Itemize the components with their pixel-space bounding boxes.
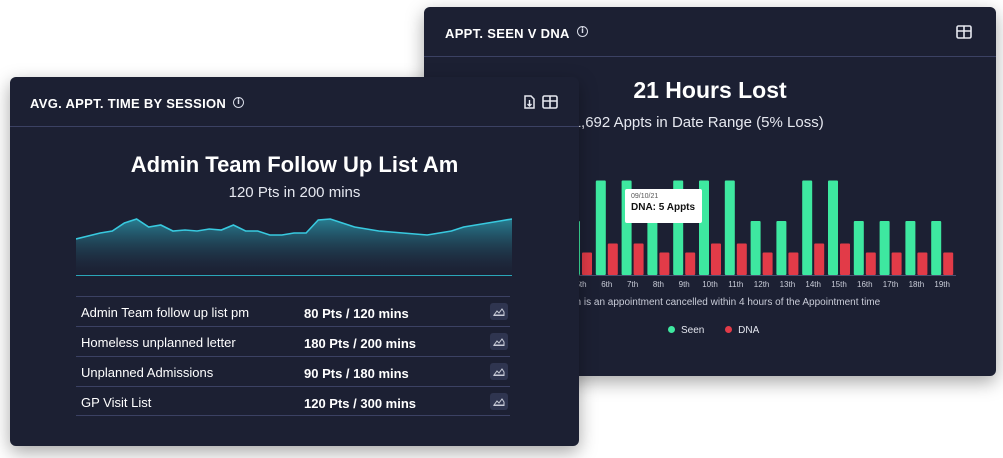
tooltip-date: 09/10/21 xyxy=(631,193,659,200)
x-tick-label: 17th xyxy=(883,280,899,289)
info-icon[interactable]: i xyxy=(577,26,588,37)
appt-time-area-chart xyxy=(76,218,512,276)
bar-dna-14th[interactable] xyxy=(814,243,825,276)
x-tick-label: 6th xyxy=(601,280,612,289)
bar-seen-15th[interactable] xyxy=(828,180,838,276)
bar-seen-8th[interactable] xyxy=(647,221,658,275)
bar-dna-7th[interactable] xyxy=(633,243,644,276)
bar-seen-17th[interactable] xyxy=(879,221,890,275)
legend-swatch-seen xyxy=(668,326,675,333)
bar-seen-12th[interactable] xyxy=(750,221,761,275)
table-icon[interactable] xyxy=(542,95,558,109)
session-list: Admin Team follow up list pm 80 Pts / 12… xyxy=(76,296,510,416)
bar-dna-11th[interactable] xyxy=(736,243,747,276)
session-label: GP Visit List xyxy=(81,395,152,410)
dna-definition-note: on is an appointment cancelled within 4 … xyxy=(570,297,881,308)
x-tick-label: 14th xyxy=(805,280,821,289)
bar-seen-18th[interactable] xyxy=(905,221,916,275)
session-label: Admin Team follow up list pm xyxy=(81,305,250,320)
session-name-headline: Admin Team Follow Up List Am xyxy=(130,152,459,177)
x-tick-label: 11th xyxy=(728,280,743,289)
bar-dna-16th[interactable] xyxy=(865,252,876,276)
appts-summary: 's from 1,692 Appts in Date Range (5% Lo… xyxy=(524,114,824,131)
x-tick-label: 9th xyxy=(679,280,690,289)
x-tick-label: 8th xyxy=(653,280,664,289)
session-summary: 120 Pts in 200 mins xyxy=(228,184,361,201)
legend-swatch-dna xyxy=(725,326,733,333)
session-value: 120 Pts / 300 mins xyxy=(304,396,417,411)
x-tick-label: 12th xyxy=(754,280,770,289)
session-value: 90 Pts / 180 mins xyxy=(304,366,409,381)
session-label: Homeless unplanned letter xyxy=(81,335,236,350)
session-value: 180 Pts / 200 mins xyxy=(304,336,417,351)
x-tick-label: 15th xyxy=(831,280,847,289)
hours-lost-headline: 21 Hours Lost xyxy=(633,77,787,103)
list-item[interactable]: Admin Team follow up list pm 80 Pts / 12… xyxy=(76,296,510,326)
legend-label-dna: DNA xyxy=(738,325,760,336)
list-item[interactable]: Unplanned Admissions 90 Pts / 180 mins xyxy=(76,356,510,386)
card-title: APPT. SEEN V DNA xyxy=(445,26,570,41)
bar-seen-13th[interactable] xyxy=(776,221,787,275)
chart-legend: Seen DNA xyxy=(668,325,777,336)
x-tick-label: 18th xyxy=(909,280,925,289)
card-header: AVG. APPT. TIME BY SESSION i xyxy=(10,77,579,127)
bar-dna-18th[interactable] xyxy=(917,252,928,276)
area-chart-icon[interactable] xyxy=(490,393,508,410)
list-item[interactable]: Homeless unplanned letter 180 Pts / 200 … xyxy=(76,326,510,356)
area-chart-icon[interactable] xyxy=(490,303,508,320)
tooltip-value: DNA: 5 Appts xyxy=(631,202,696,213)
area-chart-icon[interactable] xyxy=(490,363,508,380)
bar-dna-15th[interactable] xyxy=(840,243,850,276)
area-chart-icon[interactable] xyxy=(490,333,508,350)
list-item[interactable]: GP Visit List 120 Pts / 300 mins xyxy=(76,386,510,416)
seen-vs-dna-bar-chart: 5th 6th 7th 8th 9th 10th 11th 12th 13th 14th 15th 1… xyxy=(570,180,956,289)
table-icon[interactable] xyxy=(956,25,972,39)
card-title: AVG. APPT. TIME BY SESSION xyxy=(30,96,227,111)
card-header: APPT. SEEN V DNA i xyxy=(424,7,996,57)
bar-dna-5th[interactable] xyxy=(582,252,592,276)
bar-seen-14th[interactable] xyxy=(802,180,813,276)
x-tick-label: 19th xyxy=(934,280,950,289)
legend-item-dna[interactable]: DNA xyxy=(725,325,759,336)
session-label: Unplanned Admissions xyxy=(81,365,214,380)
bar-seen-11th[interactable] xyxy=(724,180,735,276)
bar-dna-19th[interactable] xyxy=(943,252,954,276)
x-tick-label: 16th xyxy=(857,280,873,289)
bar-dna-12th[interactable] xyxy=(762,252,773,276)
x-tick-label: 5th xyxy=(575,280,586,289)
area-line xyxy=(76,218,512,240)
bar-dna-17th[interactable] xyxy=(891,252,902,276)
area-fill xyxy=(76,219,512,275)
bar-dna-10th[interactable] xyxy=(711,243,721,276)
session-value: 80 Pts / 120 mins xyxy=(304,306,409,321)
bar-dna-9th[interactable] xyxy=(685,252,696,276)
legend-label-seen: Seen xyxy=(681,325,705,336)
bar-seen-19th[interactable] xyxy=(931,221,942,275)
export-icon[interactable] xyxy=(523,95,535,109)
avg-appt-time-card: AVG. APPT. TIME BY SESSION i Admin Team … xyxy=(10,77,579,446)
bar-seen-6th[interactable] xyxy=(595,180,606,276)
x-tick-label: 10th xyxy=(702,280,718,289)
bar-dna-6th[interactable] xyxy=(607,243,618,276)
info-icon[interactable]: i xyxy=(233,97,244,108)
x-tick-label: 7th xyxy=(627,280,638,289)
chart-tooltip: 09/10/21 DNA: 5 Appts xyxy=(625,189,702,223)
bar-dna-8th[interactable] xyxy=(659,252,670,276)
bar-seen-16th[interactable] xyxy=(853,221,864,275)
legend-item-seen[interactable]: Seen xyxy=(668,325,704,336)
x-tick-label: 13th xyxy=(780,280,796,289)
bar-dna-13th[interactable] xyxy=(788,252,799,276)
